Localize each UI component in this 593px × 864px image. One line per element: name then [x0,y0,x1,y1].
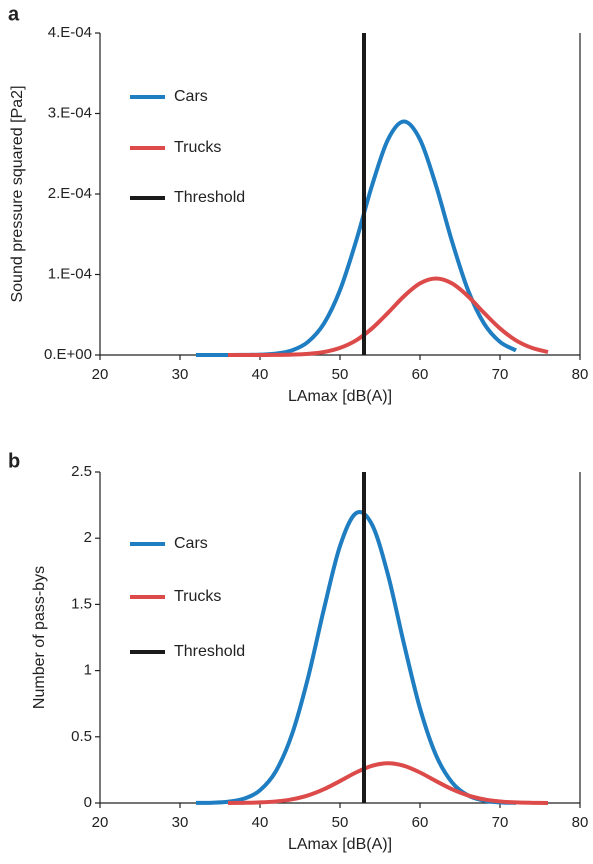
legend-label: Threshold [174,643,245,660]
x-tick-label: 80 [572,814,589,831]
x-tick-label: 30 [172,814,189,831]
x-axis-label: LAmax [dB(A)] [288,388,392,405]
y-tick-label: 1.5 [71,595,92,612]
y-tick-label: 4.E-04 [48,24,92,41]
y-tick-label: 2.5 [71,463,92,480]
y-tick-label: 2 [84,529,92,546]
x-tick-label: 40 [252,366,269,383]
y-tick-label: 3.E-04 [48,104,92,121]
x-tick-label: 50 [332,814,349,831]
legend-label: Trucks [174,139,221,156]
y-tick-label: 0.5 [71,728,92,745]
x-tick-label: 20 [92,814,109,831]
y-axis-label: Sound pressure squared [Pa2] [9,85,26,302]
series-line [227,761,549,805]
series-line [228,276,549,358]
y-tick-label: 2.E-04 [48,185,92,202]
legend-label: Trucks [174,588,221,605]
x-tick-label: 60 [412,366,429,383]
x-tick-label: 40 [252,814,269,831]
panel-label: a [8,3,20,25]
x-tick-label: 30 [172,366,189,383]
series-line [196,119,517,358]
x-tick-label: 50 [332,366,349,383]
y-tick-label: 0.E+00 [44,346,92,363]
y-tick-label: 0 [84,794,92,811]
legend-label: Cars [174,88,208,105]
panel-label: b [8,450,20,472]
x-axis-label: LAmax [dB(A)] [288,836,392,853]
x-tick-label: 70 [492,814,509,831]
y-tick-label: 1.E-04 [48,265,92,282]
legend-label: Threshold [174,189,245,206]
x-tick-label: 20 [92,366,109,383]
x-tick-label: 80 [572,366,589,383]
y-tick-label: 1 [84,662,92,679]
x-tick-label: 60 [412,814,429,831]
legend-label: Cars [174,535,208,552]
x-tick-label: 70 [492,366,509,383]
y-axis-label: Number of pass-bys [31,566,48,709]
